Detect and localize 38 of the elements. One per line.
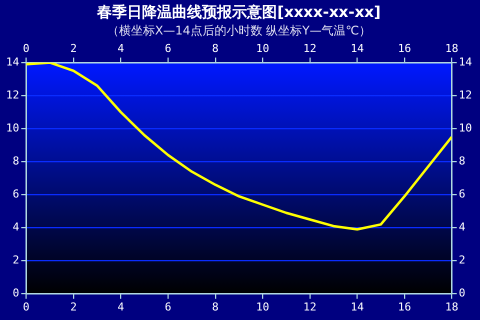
y2-tick-label: 4 — [458, 220, 466, 234]
x2-tick-label: 6 — [164, 42, 172, 55]
y2-tick-label: 12 — [458, 88, 472, 102]
x2-tick-label: 4 — [117, 42, 124, 55]
y-tick-label: 4 — [12, 220, 20, 234]
x2-tick-label: 2 — [70, 42, 77, 55]
y2-tick-label: 6 — [458, 188, 466, 201]
x-tick-label: 14 — [350, 300, 364, 314]
x-tick-label: 2 — [70, 300, 77, 314]
x-tick-label: 18 — [445, 300, 458, 314]
y2-tick-label: 8 — [458, 154, 466, 168]
y2-tick-label: 14 — [458, 55, 472, 68]
x2-tick-label: 14 — [350, 42, 364, 55]
x2-tick-label: 18 — [445, 42, 458, 55]
x2-tick-label: 10 — [256, 42, 270, 55]
y-tick-label: 10 — [6, 122, 20, 135]
x2-tick-label: 0 — [22, 42, 30, 55]
y-tick-label: 14 — [6, 55, 20, 68]
chart-subtitle: （横坐标X—14点后的小时数 纵坐标Y—气温℃） — [106, 23, 372, 38]
y2-tick-label: 10 — [458, 122, 472, 135]
y-tick-label: 8 — [12, 154, 20, 168]
chart-title: 春季日降温曲线预报示意图[xxxx-xx-xx] — [96, 2, 381, 21]
x2-tick-label: 8 — [212, 42, 219, 55]
x2-tick-label: 16 — [398, 42, 412, 55]
y-tick-label: 0 — [12, 286, 20, 300]
y-tick-label: 12 — [6, 88, 20, 102]
x-tick-label: 8 — [212, 300, 219, 314]
x-tick-label: 12 — [303, 300, 317, 314]
y2-tick-label: 0 — [458, 286, 466, 300]
x-tick-label: 10 — [256, 300, 270, 314]
y2-tick-label: 2 — [458, 254, 466, 267]
y-tick-label: 6 — [12, 188, 20, 201]
x2-tick-label: 12 — [303, 42, 317, 55]
x-tick-label: 16 — [398, 300, 412, 314]
x-tick-label: 4 — [117, 300, 124, 314]
x-tick-label: 0 — [22, 300, 30, 314]
y-tick-label: 2 — [12, 254, 20, 267]
x-tick-label: 6 — [164, 300, 172, 314]
